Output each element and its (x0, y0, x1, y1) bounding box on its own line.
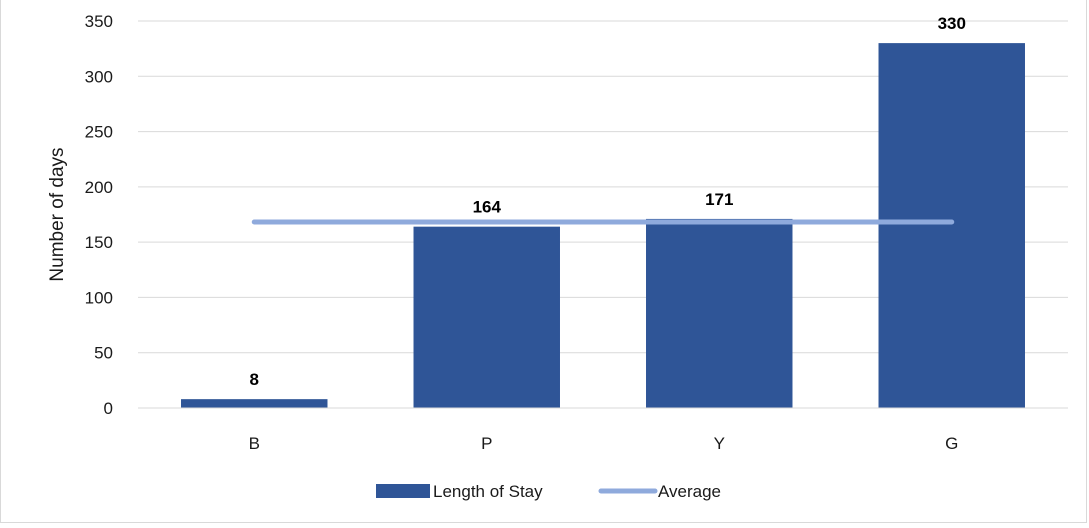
bar-p (413, 226, 560, 408)
data-label: 171 (705, 190, 733, 209)
bar-y (646, 218, 793, 408)
y-tick-label: 250 (85, 123, 113, 142)
data-label: 164 (473, 198, 502, 217)
x-tick-label: Y (714, 434, 725, 453)
legend-label-average: Average (658, 482, 721, 501)
data-label: 330 (938, 14, 966, 33)
legend-label-length-of-stay: Length of Stay (433, 482, 543, 501)
data-labels: 8 164 171 330 (250, 14, 966, 389)
y-tick-label: 350 (85, 12, 113, 31)
x-tick-label: P (481, 434, 492, 453)
x-tick-label: B (249, 434, 260, 453)
y-tick-label: 0 (104, 399, 113, 418)
legend-swatch-length-of-stay (376, 484, 430, 498)
bar-g (878, 43, 1025, 408)
y-tick-label: 50 (94, 344, 113, 363)
y-tick-label: 150 (85, 233, 113, 252)
bars (181, 43, 1025, 408)
gridlines (138, 20, 1068, 354)
legend: Length of Stay Average (376, 482, 721, 501)
y-tick-label: 100 (85, 288, 113, 307)
x-tick-label: G (945, 434, 958, 453)
bar-b (181, 399, 328, 408)
y-tick-label: 200 (85, 178, 113, 197)
y-axis-tick-labels: 0 50 100 150 200 250 300 350 (85, 12, 113, 418)
y-tick-label: 300 (85, 67, 113, 86)
data-label: 8 (250, 370, 259, 389)
y-axis-title: Number of days (47, 147, 68, 281)
